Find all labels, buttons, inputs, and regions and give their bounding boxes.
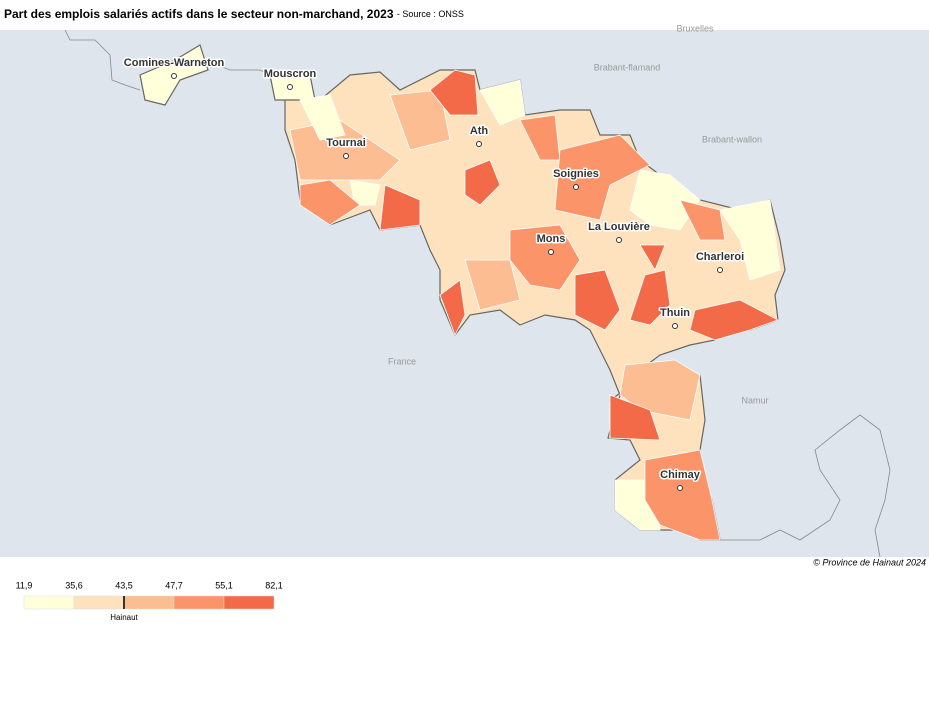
- municipality: [609, 394, 661, 441]
- source: - Source : ONSS: [397, 9, 464, 19]
- legend-swatch: [73, 595, 125, 610]
- municipality: [679, 199, 726, 241]
- municipality: [574, 269, 621, 331]
- legend-break-label: 55,1: [215, 580, 233, 590]
- municipality: [439, 279, 466, 336]
- region-label: Namur: [741, 395, 768, 405]
- municipalities: [139, 44, 786, 541]
- place-label: Charleroi: [696, 251, 744, 263]
- municipality: [379, 184, 421, 231]
- municipality: [299, 179, 361, 226]
- copyright: © Province de Hainaut 2024: [813, 557, 926, 567]
- municipality: [629, 169, 701, 231]
- municipality: [349, 179, 381, 206]
- place-label: Thuin: [660, 307, 690, 319]
- place-marker: [548, 249, 554, 255]
- municipality: [689, 299, 779, 341]
- place-marker: [287, 84, 293, 90]
- municipality: [479, 79, 526, 126]
- legend-break-label: 43,5: [115, 580, 133, 590]
- region-label: Brabant-flamand: [594, 62, 661, 72]
- border-line: [720, 414, 891, 558]
- place-label: Ath: [470, 125, 489, 137]
- legend: 11,9 35,6 43,5 47,7 55,1 82,1 Hainaut: [16, 580, 283, 622]
- labels: Comines-Warneton Mouscron Tournai Ath Soigni…: [122, 23, 769, 491]
- place-marker: [343, 153, 349, 159]
- legend-swatch: [23, 595, 75, 610]
- region-label: Brabant-wallon: [702, 134, 762, 144]
- title-text: Part des emplois salariés actifs dans le…: [4, 7, 394, 21]
- place-label: Mouscron: [264, 68, 317, 80]
- municipality: [719, 199, 781, 281]
- border-line: [64, 29, 141, 91]
- municipality: [389, 89, 451, 151]
- place-marker: [677, 485, 683, 491]
- legend-break-label: 47,7: [165, 580, 183, 590]
- place-label: Comines-Warneton: [124, 57, 225, 69]
- municipality: [464, 259, 521, 311]
- place-label: La Louvière: [588, 221, 650, 233]
- legend-break-label: 11,9: [16, 580, 33, 590]
- place-label: Chimay: [660, 469, 701, 481]
- municipality: [464, 159, 501, 206]
- reference-label: Hainaut: [110, 613, 138, 622]
- place-label: Soignies: [553, 168, 599, 180]
- municipality: [509, 224, 581, 291]
- municipality: [629, 269, 671, 326]
- place-label: Tournai: [326, 137, 366, 149]
- region-label: Bruxelles: [676, 23, 714, 33]
- municipality: [644, 449, 721, 541]
- border-line: [204, 59, 271, 76]
- municipality: [299, 94, 346, 141]
- municipality: [619, 359, 701, 421]
- municipality: [639, 244, 666, 271]
- title: Part des emplois salariés actifs dans le…: [4, 7, 464, 21]
- legend-swatch: [223, 595, 275, 610]
- place-marker: [171, 73, 177, 79]
- place-marker: [476, 141, 482, 147]
- place-marker: [573, 184, 579, 190]
- legend-break-label: 82,1: [265, 580, 283, 590]
- place-label: Mons: [537, 233, 566, 245]
- legend-swatch: [123, 595, 175, 610]
- municipality: [554, 134, 651, 221]
- region-label: France: [388, 356, 416, 366]
- legend-swatch: [173, 595, 225, 610]
- place-marker: [672, 323, 678, 329]
- legend-break-label: 35,6: [65, 580, 83, 590]
- municipality: [429, 69, 479, 116]
- place-marker: [616, 237, 622, 243]
- place-marker: [717, 267, 723, 273]
